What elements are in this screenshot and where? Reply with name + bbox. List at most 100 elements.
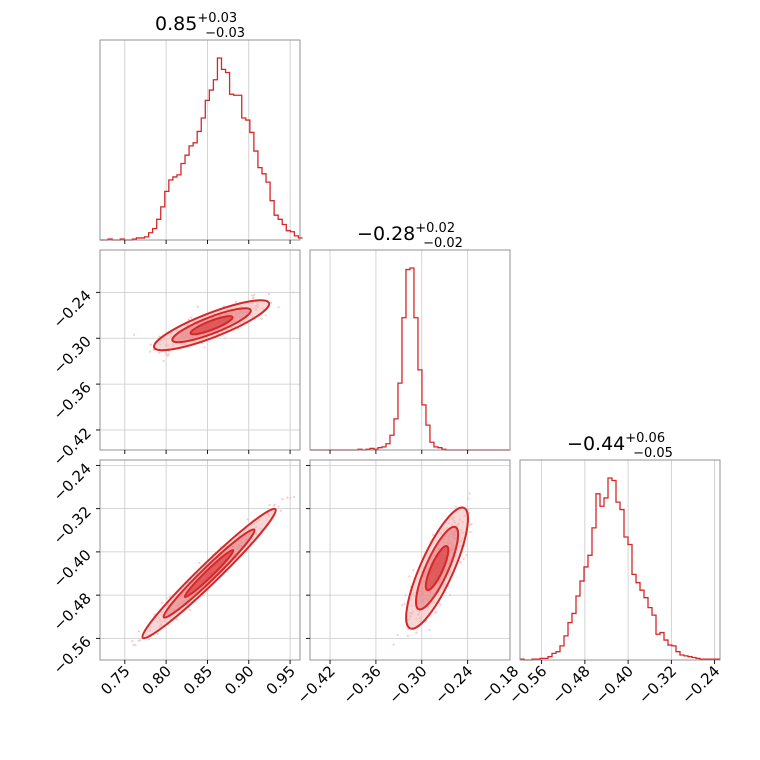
sample-point (466, 497, 469, 500)
sample-point (404, 594, 407, 597)
sample-point (158, 351, 161, 354)
sample-point (165, 597, 168, 600)
sample-point (160, 601, 163, 605)
y-tick-label: −0.40 (50, 546, 95, 591)
sample-point (412, 569, 415, 572)
histogram-0 (100, 57, 303, 241)
sample-point (459, 561, 463, 564)
title-lower: −0.03 (205, 26, 245, 41)
sample-point (189, 316, 193, 319)
histogram-step-line (520, 477, 720, 661)
x-tick-label: −0.36 (339, 662, 384, 707)
sample-point (132, 643, 135, 646)
y-tick-label: −0.24 (50, 460, 95, 505)
histogram-step-line (310, 267, 510, 451)
x-tick-label: −0.40 (592, 662, 637, 707)
sample-point (175, 618, 178, 621)
sample-point (251, 294, 254, 297)
title-median: 0.85 (155, 13, 197, 35)
sample-point (137, 630, 141, 633)
sample-point (313, 287, 315, 289)
sample-point (439, 603, 442, 606)
sample-point (196, 305, 199, 308)
sample-point (462, 557, 465, 561)
panel-2-1 (310, 460, 510, 660)
histogram-1 (310, 267, 510, 451)
sample-point (198, 561, 201, 565)
y-tick-label: −0.48 (50, 589, 95, 634)
panel-frame (309, 249, 511, 451)
sample-point (149, 350, 152, 353)
y-tick-label: −0.42 (50, 424, 95, 469)
joint-1-2 (392, 492, 473, 646)
histogram-2 (520, 477, 720, 661)
sample-point (246, 518, 249, 521)
x-tick-label: 0.85 (180, 662, 216, 698)
joint-content (94, 287, 315, 363)
sample-point (156, 632, 159, 636)
sample-point (406, 634, 409, 638)
panel-0-0 (124, 40, 291, 240)
sample-point (132, 333, 136, 336)
joint-content (131, 495, 296, 647)
title-param-2: −0.44+0.06 −0.05 (567, 431, 673, 461)
sample-point (435, 611, 438, 614)
title-param-1: −0.28+0.02 −0.02 (357, 221, 463, 251)
sample-point (454, 505, 458, 508)
sample-point (289, 496, 292, 499)
panel-2-2 (541, 460, 715, 660)
x-tick-label: 0.80 (139, 662, 175, 698)
joint-0-1 (94, 287, 315, 363)
sample-point (468, 511, 471, 515)
panel-frame (519, 459, 721, 661)
sample-point (168, 595, 171, 599)
histogram-step-line (100, 57, 303, 241)
sample-point (268, 503, 271, 507)
x-tick-label: −0.48 (548, 662, 593, 707)
sample-point (392, 643, 395, 646)
sample-point (267, 293, 271, 296)
sample-point (94, 355, 96, 357)
sample-point (396, 633, 399, 637)
sample-point (428, 628, 431, 632)
sample-point (134, 644, 137, 647)
title-median: −0.28 (357, 223, 415, 245)
x-tick-label: 0.75 (97, 662, 133, 698)
sample-point (203, 346, 206, 349)
contour-level-3 (183, 548, 235, 599)
panel-1-1 (329, 250, 469, 450)
sample-point (277, 306, 280, 309)
x-tick-label: −0.30 (385, 662, 430, 707)
panel-2-0 (100, 460, 300, 660)
sample-point (415, 631, 418, 634)
sample-point (281, 497, 284, 501)
sample-point (162, 359, 165, 363)
x-tick-label: −0.32 (635, 662, 680, 707)
sample-point (469, 523, 472, 526)
title-lower: −0.05 (633, 446, 673, 461)
panel-1-0 (100, 250, 300, 450)
y-tick-label: −0.24 (50, 286, 95, 331)
sample-point (223, 337, 226, 340)
sample-point (273, 503, 276, 506)
sample-point (469, 530, 472, 534)
sample-point (158, 335, 161, 338)
panel-frame (99, 459, 301, 661)
sample-point (264, 314, 267, 317)
sample-point (465, 553, 468, 557)
sample-point (147, 638, 151, 641)
sample-point (234, 301, 238, 304)
sample-point (149, 343, 152, 346)
title-upper: +0.02 (415, 221, 455, 236)
panel-frame (99, 39, 301, 241)
panel-frame (99, 249, 301, 451)
sample-point (408, 575, 411, 578)
sample-point (432, 533, 435, 537)
sample-point (137, 639, 140, 642)
sample-point (166, 354, 169, 357)
sample-point (131, 640, 134, 643)
joint-0-2 (131, 495, 296, 647)
sample-point (277, 505, 280, 508)
sample-point (286, 496, 289, 499)
